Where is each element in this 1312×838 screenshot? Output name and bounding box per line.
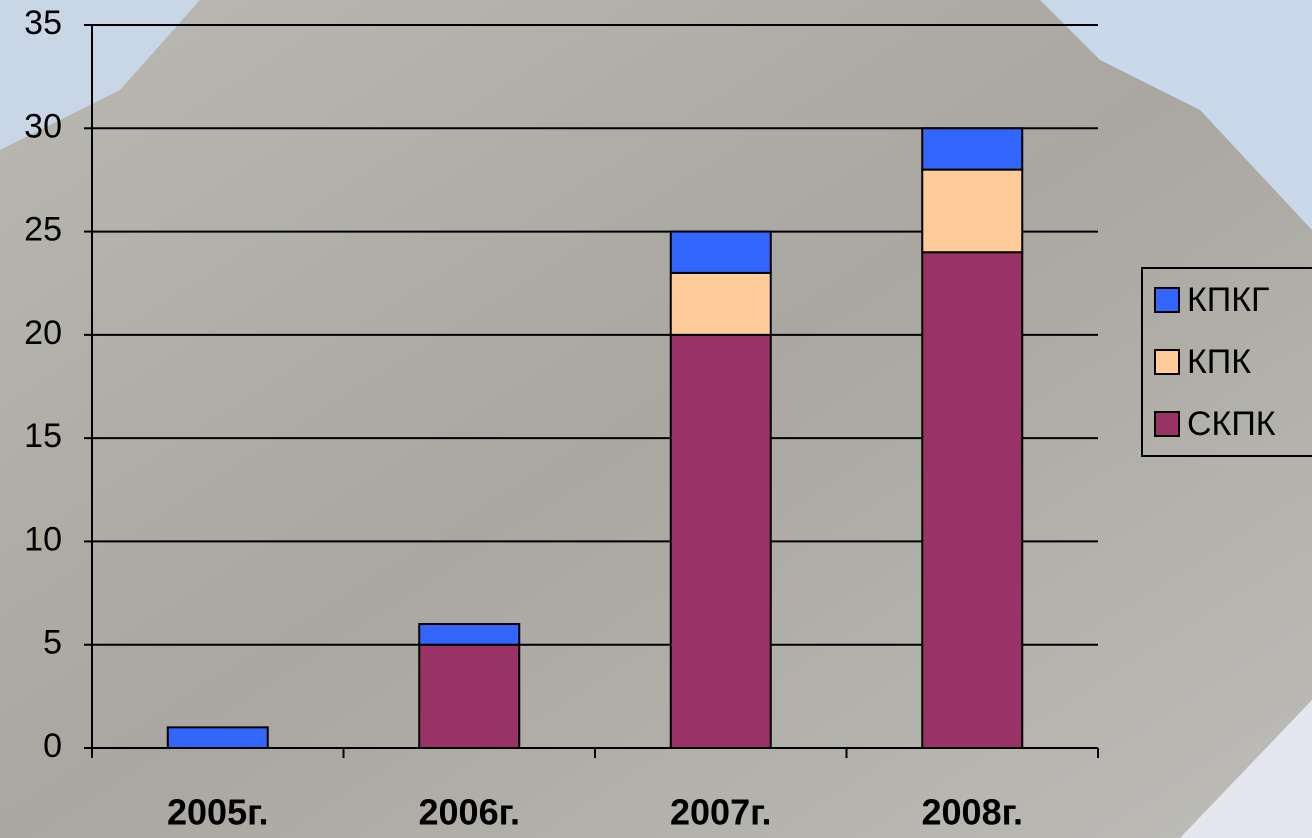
bar-segment (921, 127, 1024, 171)
y-tick-label: 15 (24, 417, 62, 455)
bar-segment (669, 333, 772, 749)
x-tick-label: 2006г. (419, 792, 520, 833)
sky-left (0, 0, 200, 150)
x-tick-label: 2008г. (922, 792, 1023, 833)
y-tick-label: 0 (43, 727, 62, 765)
bar-segment (166, 726, 269, 749)
legend-swatch (1154, 349, 1180, 375)
snow (1180, 700, 1312, 838)
y-tick-label: 30 (24, 107, 62, 145)
bar-segment (669, 271, 772, 336)
y-tick-label: 35 (24, 4, 62, 42)
legend-label: КПК (1187, 343, 1251, 381)
bar-segment (921, 251, 1024, 749)
x-tick-label: 2005г. (167, 792, 268, 833)
bar-segment (921, 168, 1024, 254)
bar-segment (669, 230, 772, 274)
legend-box (1141, 267, 1312, 457)
y-tick-label: 20 (24, 314, 62, 352)
sky-right (1040, 0, 1312, 230)
y-tick-label: 10 (24, 520, 62, 558)
legend-label: КПКГ (1187, 281, 1269, 319)
y-tick-label: 25 (24, 211, 62, 249)
legend-label: СКПК (1187, 405, 1276, 443)
bar-segment (418, 623, 521, 646)
y-tick-label: 5 (43, 624, 62, 662)
legend-swatch (1154, 411, 1180, 437)
bar-segment (418, 643, 521, 750)
x-tick-label: 2007г. (670, 792, 771, 833)
legend-swatch (1154, 287, 1180, 313)
